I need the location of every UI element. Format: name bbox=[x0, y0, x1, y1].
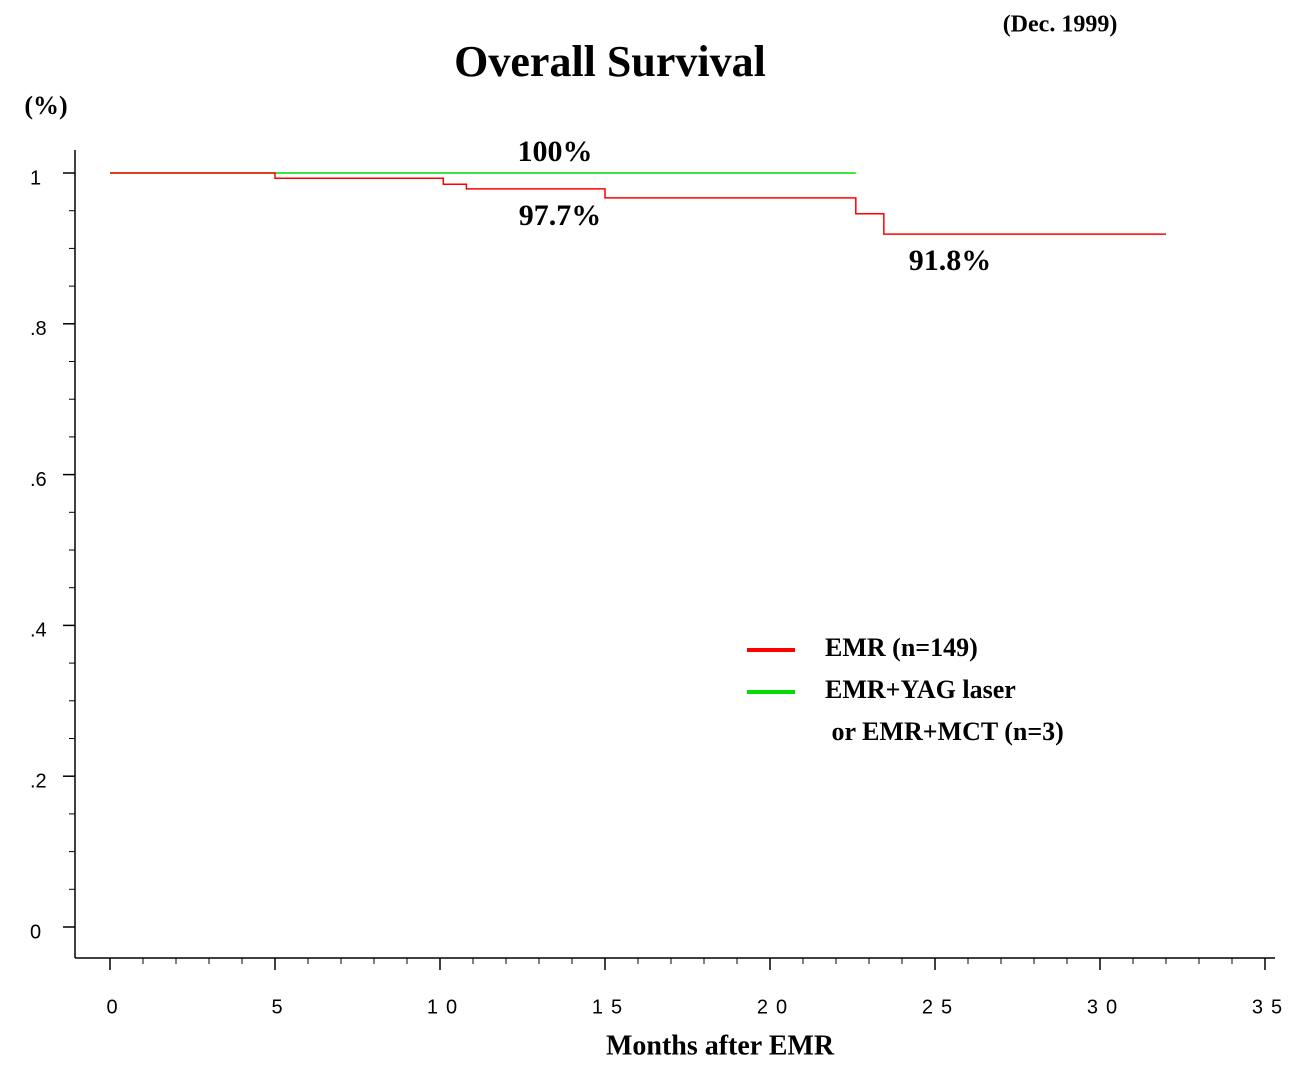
annotation: 91.8% bbox=[909, 244, 992, 277]
chart-subtitle: (Dec. 1999) bbox=[1003, 12, 1118, 38]
y-tick-label: .2 bbox=[30, 770, 47, 792]
x-tick-label: 5 bbox=[271, 996, 290, 1018]
x-tick-label: 0 bbox=[106, 996, 125, 1018]
y-tick-label: 1 bbox=[30, 167, 41, 189]
y-tick-label: .8 bbox=[30, 318, 47, 340]
annotation: 97.7% bbox=[519, 199, 602, 232]
x-tick-label: 10 bbox=[427, 996, 465, 1018]
y-tick-label: 0 bbox=[30, 921, 41, 943]
annotation: 100% bbox=[518, 135, 593, 168]
x-tick-label: 20 bbox=[757, 996, 795, 1018]
y-tick-label: .4 bbox=[30, 620, 47, 642]
x-axis-label: Months after EMR bbox=[606, 1030, 835, 1061]
y-axis-label: (%) bbox=[24, 91, 67, 120]
y-tick-label: .6 bbox=[30, 469, 47, 491]
x-tick-label: 15 bbox=[592, 996, 630, 1018]
x-tick-label: 25 bbox=[922, 996, 960, 1018]
x-tick-label: 30 bbox=[1087, 996, 1125, 1018]
chart-title: Overall Survival bbox=[454, 37, 766, 86]
x-tick-label: 35 bbox=[1252, 996, 1290, 1018]
survival-line bbox=[110, 172, 1166, 235]
legend-label: EMR (n=149) bbox=[825, 633, 978, 662]
legend-label: EMR+YAG laser or EMR+MCT (n=3) bbox=[825, 675, 1064, 746]
